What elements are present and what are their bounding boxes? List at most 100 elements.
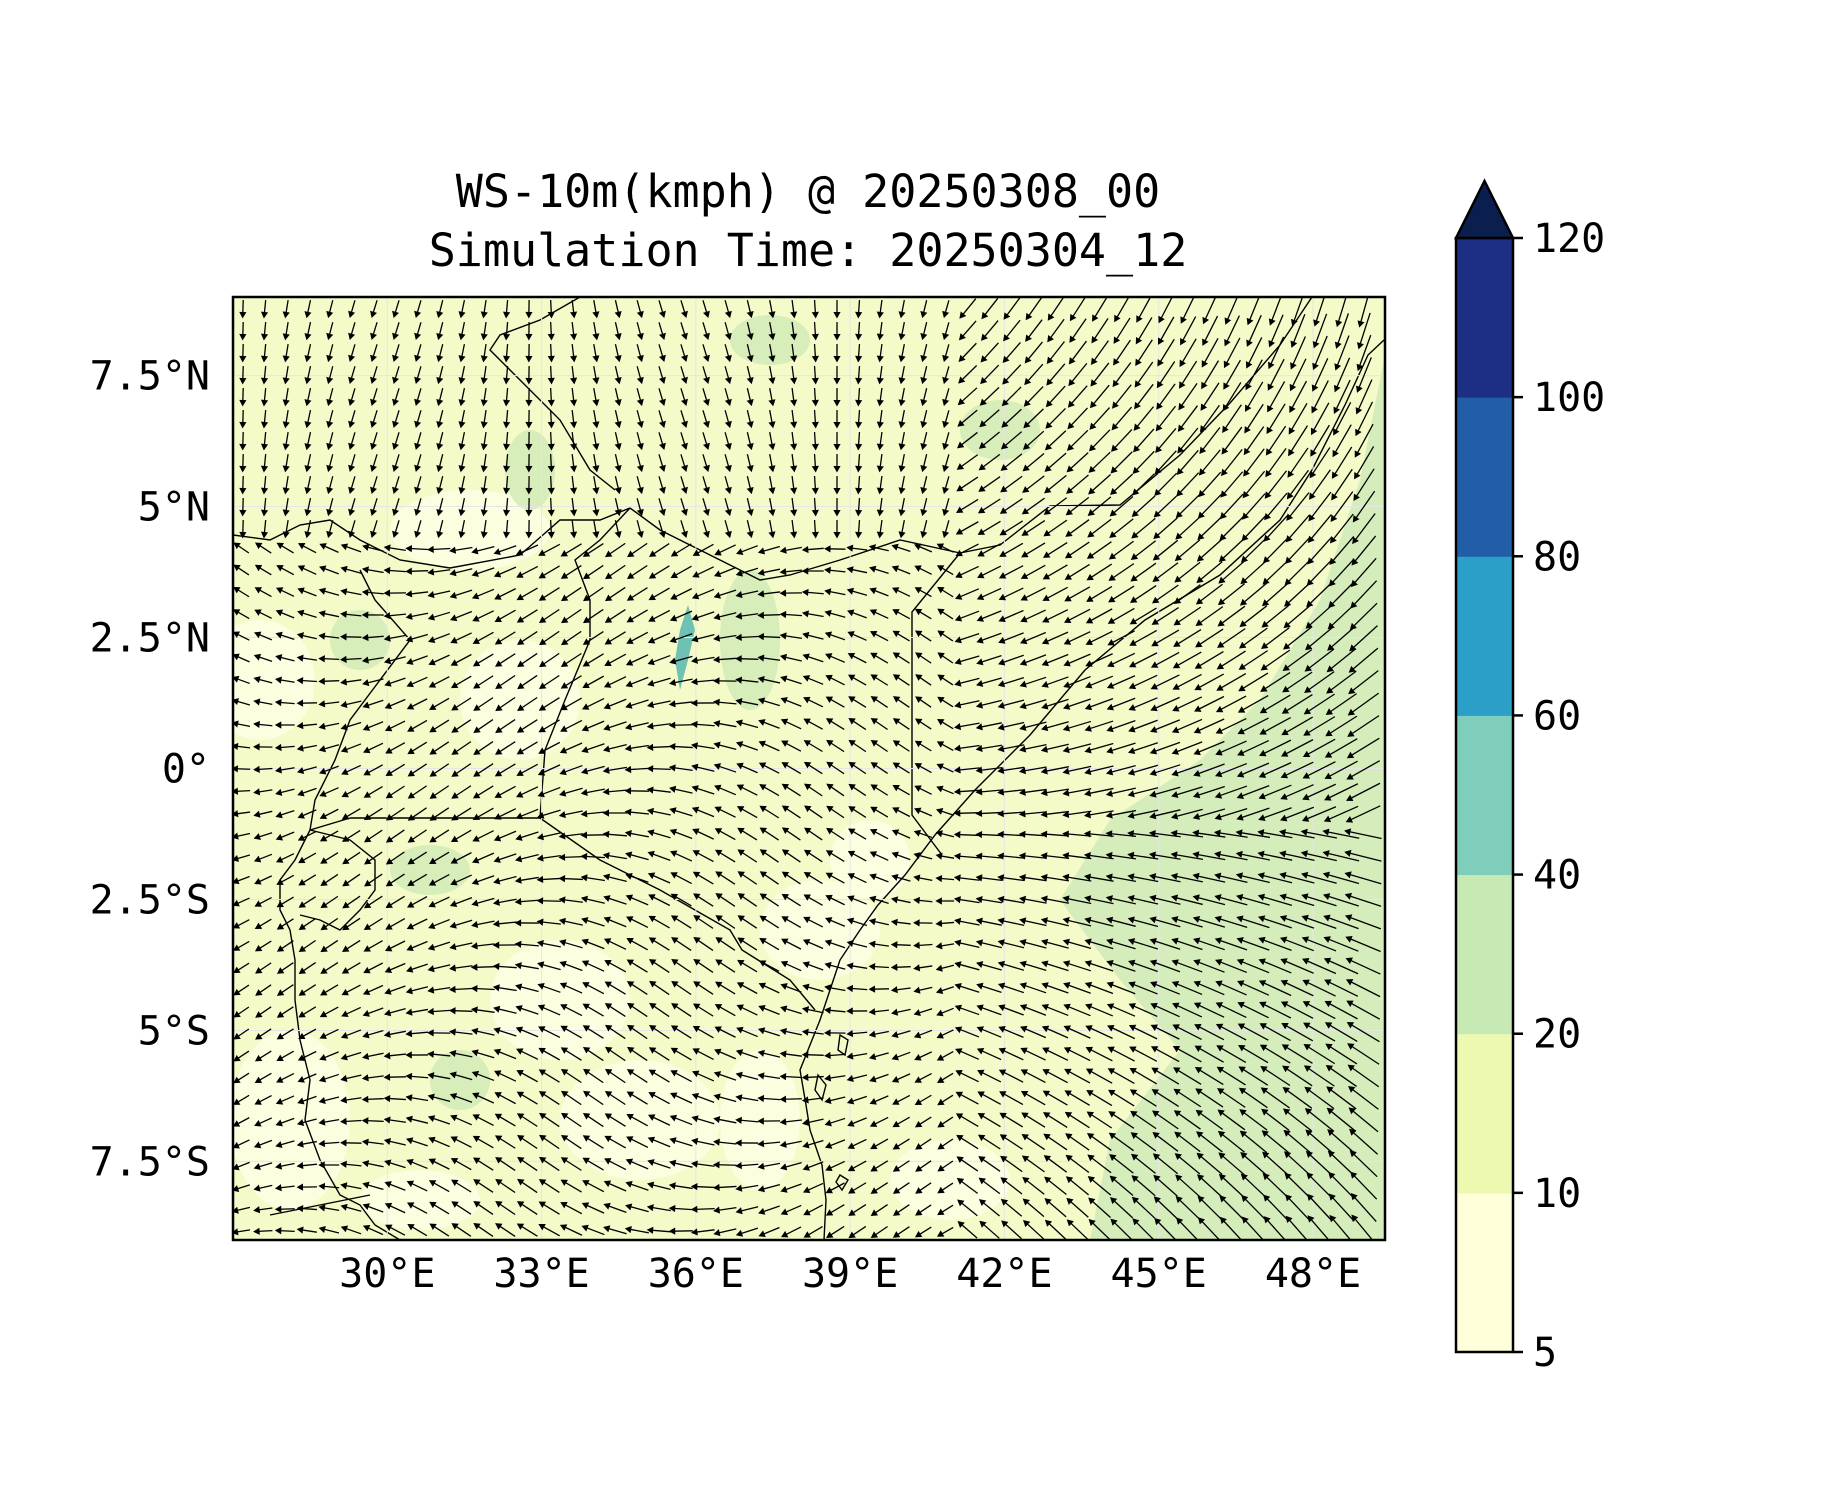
wind-vector [471,567,495,577]
colorbar-band [1456,556,1513,716]
wind-vector [824,609,846,618]
wind-vector [560,719,583,732]
wind-vector [1286,492,1310,521]
wind-vector [604,586,626,602]
wind-vector [1150,674,1180,690]
wind-vector [1199,427,1221,455]
wind-vector [318,677,340,685]
wind-vector [1152,562,1179,582]
wind-vector [1150,696,1180,712]
wind-vector [525,497,533,517]
wind-vector [517,652,538,668]
wind-vector [326,520,334,539]
wind-vector [458,300,466,319]
wind-vector [713,589,737,599]
wind-vector [1047,318,1065,343]
wind-vector [1084,697,1114,711]
colorbar-band [1456,238,1513,398]
wind-vector [876,453,884,473]
wind-vector [1020,564,1046,579]
wind-vector [691,656,715,664]
wind-vector [362,721,384,731]
wind-vector [1066,474,1089,494]
latitude-tick-label: 7.5°N [90,354,210,400]
wind-vector [998,632,1024,644]
wind-vector [1025,319,1043,342]
wind-vector [282,409,290,429]
wind-vector [954,632,980,644]
wind-vector [746,322,754,341]
wind-vector [1287,447,1309,478]
latitude-tick-label: 7.5°S [90,1139,210,1185]
wind-vector [680,366,688,384]
longitude-tick-label: 42°E [956,1251,1052,1297]
wind-vector [680,432,688,450]
wind-vector [480,365,488,385]
wind-vector [898,476,906,495]
wind-vector [471,588,495,600]
wind-vector [998,609,1024,623]
wind-vector [592,387,600,407]
wind-vector [876,321,884,341]
wind-vector [920,410,928,429]
wind-vector [361,566,384,574]
wind-vector [636,520,644,539]
wind-vector [1024,363,1044,386]
wind-vector [1067,385,1088,408]
map-panel: 30°E 33°E 36°E 39°E 42°E 45°E 48°E 7.5°N 5°N 2.5… [90,295,1387,1297]
wind-vector [658,520,666,539]
wind-vector [898,454,906,473]
wind-vector [472,631,494,644]
wind-vector [450,632,472,644]
wind-vector [1356,357,1372,393]
wind-vector [1179,338,1197,368]
wind-vector [846,544,868,552]
wind-vector [502,409,511,429]
wind-vector [1175,494,1200,519]
wind-vector [758,719,780,729]
wind-vector [480,519,488,539]
wind-vector [1065,519,1090,537]
wind-vector [1111,428,1133,452]
wind-vector [1108,563,1135,581]
wind-vector [326,454,334,473]
colorbar-tick-label: 100 [1533,375,1605,421]
wind-vector [1113,317,1131,344]
wind-vector [582,653,604,667]
wind-vector [868,544,889,552]
wind-vector [824,545,846,553]
wind-vector [1172,696,1203,712]
moderate-speed-patch [720,570,780,710]
wind-vector [1086,563,1113,581]
wind-vector [626,587,648,601]
wind-vector [1041,631,1069,645]
wind-vector [1307,536,1333,565]
wind-vector [436,322,444,341]
wind-vector [326,410,334,429]
wind-vector [570,365,578,385]
wind-vector [955,565,979,578]
wind-vector [658,432,666,451]
wind-vector [956,454,979,470]
light-speed-patch [460,640,580,760]
wind-vector [825,674,845,686]
wind-vector [680,520,688,538]
wind-vector [1239,605,1268,628]
wind-vector [515,544,539,556]
wind-vector [340,565,362,574]
wind-vector [942,300,950,319]
wind-vector [892,718,910,730]
wind-vector [1132,450,1155,474]
wind-vector [1107,630,1135,646]
wind-vector [1198,471,1222,498]
wind-vector [898,520,906,539]
wind-vector [592,497,600,517]
wind-vector [779,546,802,554]
wind-vector [495,696,516,712]
wind-vector [1130,562,1157,582]
wind-vector [1224,315,1240,347]
wind-vector [891,565,911,575]
wind-vector [746,476,754,495]
wind-vector [1085,653,1113,667]
wind-vector [405,590,429,598]
